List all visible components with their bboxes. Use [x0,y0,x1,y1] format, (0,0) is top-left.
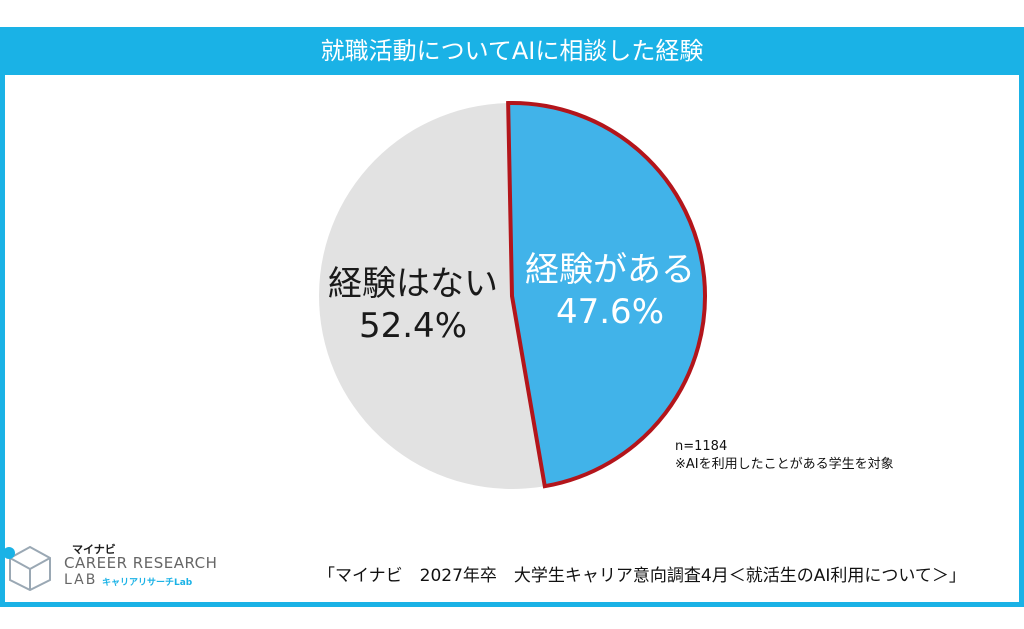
slice-label-not-experienced-value: 52.4% [358,306,467,346]
source-citation: 「マイナビ 2027年卒 大学生キャリア意向調査4月＜就活生のAI利用について＞… [318,566,966,586]
slice-label-experienced: 経験がある 47.6% [510,249,710,333]
logo-sub: キャリアリサーチLab [102,578,193,588]
chart-title: 就職活動についてAIに相談した経験 [0,27,1024,75]
sample-size: n=1184 [675,439,728,454]
slice-label-not-experienced-name: 経験はない [328,264,498,304]
cube-logo-icon [3,545,51,591]
logo-brand: マイナビ [72,543,116,556]
logo-line2: LAB [64,572,98,588]
slice-label-experienced-value: 47.6% [555,292,664,332]
logo-line1: CAREER RESEARCH [64,554,218,572]
pie-slice-0 [506,101,707,489]
sample-condition: ※AIを利用したことがある学生を対象 [675,457,894,472]
sample-note: n=1184 ※AIを利用したことがある学生を対象 [675,438,894,474]
slice-label-experienced-name: 経験がある [525,250,695,290]
career-research-lab-logo: マイナビ CAREER RESEARCH LAB キャリアリサーチLab [2,541,217,591]
pie-slice-1 [319,103,545,489]
slice-label-not-experienced: 経験はない 52.4% [313,263,513,347]
